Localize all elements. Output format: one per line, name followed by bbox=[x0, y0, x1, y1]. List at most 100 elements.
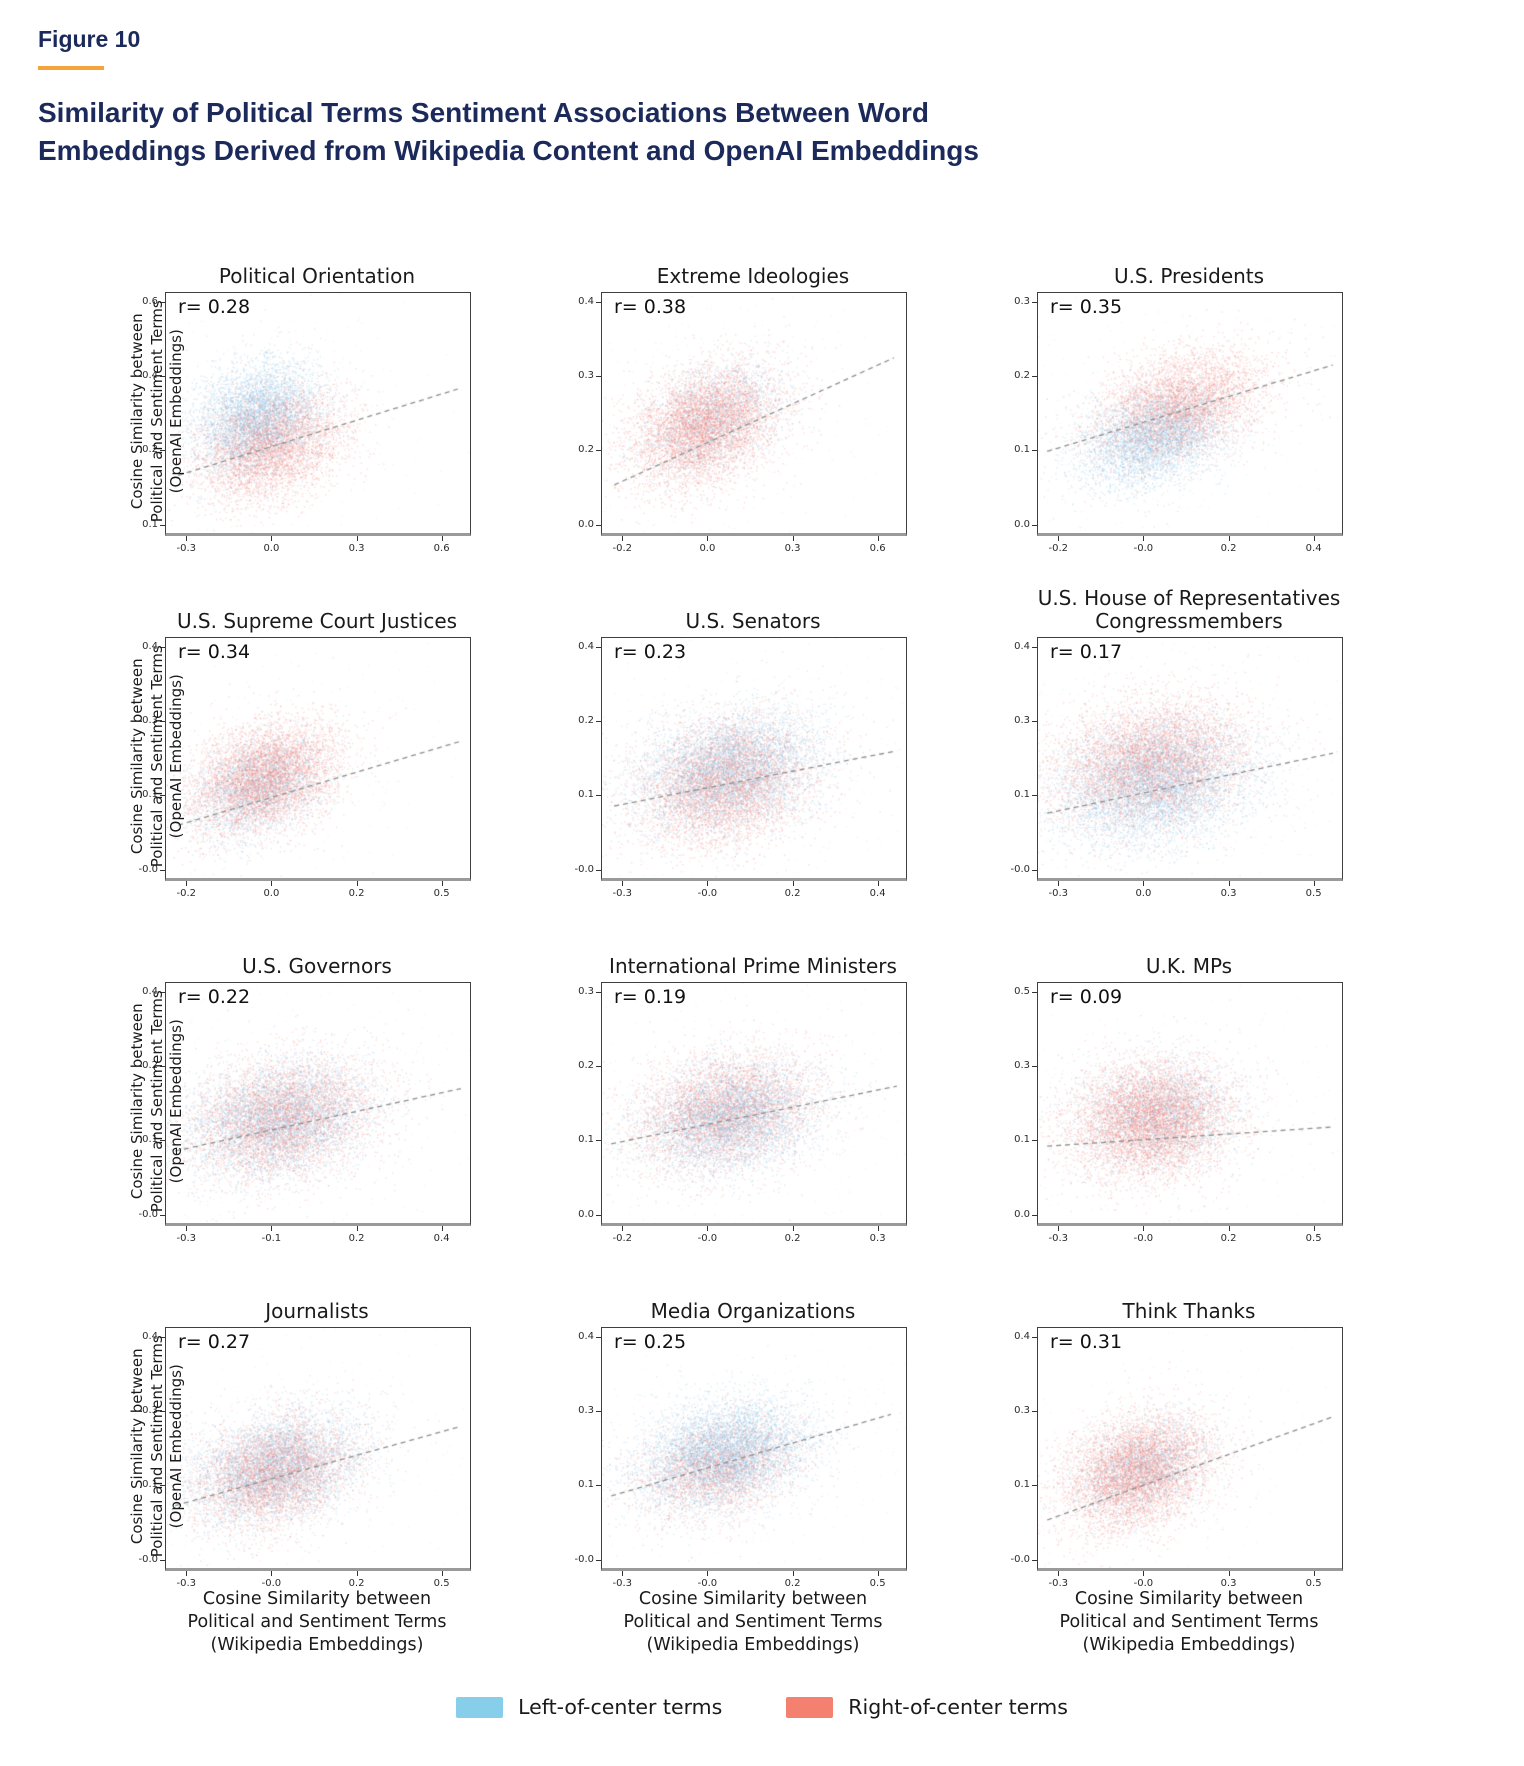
x-tick-mark bbox=[707, 536, 709, 541]
y-tick-label: 0.1 bbox=[578, 789, 594, 801]
y-tick-mark bbox=[160, 795, 165, 797]
plot-area: r= 0.28 bbox=[165, 292, 471, 536]
y-tick-label: 0.1 bbox=[578, 1134, 594, 1146]
y-tick-label: -0.0 bbox=[138, 863, 158, 875]
x-tick-mark bbox=[707, 1571, 709, 1576]
figure-label: Figure 10 bbox=[38, 26, 141, 52]
y-tick-mark bbox=[1032, 795, 1037, 797]
y-tick-label: 0.2 bbox=[142, 444, 158, 456]
x-tick-label: 0.0 bbox=[699, 543, 716, 554]
x-tick-mark bbox=[877, 536, 879, 541]
y-tick-label: 0.3 bbox=[578, 985, 594, 997]
y-tick-label: 0.1 bbox=[1014, 789, 1030, 801]
x-tick-label: 0.4 bbox=[433, 1233, 450, 1244]
legend-swatch-left-of-center bbox=[456, 1696, 504, 1718]
scatter-grid: Political Orientation r= 0.28 0.6 0.4 0.2 0.1… bbox=[115, 240, 1423, 1620]
x-tick-label: 0.3 bbox=[784, 543, 801, 554]
correlation-label: r= 0.38 bbox=[614, 296, 687, 318]
y-tick-label: 0.3 bbox=[578, 1405, 594, 1416]
x-tick-label: 0.5 bbox=[1305, 888, 1322, 899]
x-tick-label: -0.0 bbox=[697, 888, 718, 899]
x-tick-mark bbox=[1313, 1226, 1315, 1231]
x-tick-mark bbox=[877, 1226, 879, 1231]
x-tick-label: -0.0 bbox=[697, 1578, 718, 1589]
y-tick-label: 0.3 bbox=[142, 715, 158, 726]
x-tick-mark bbox=[1228, 536, 1230, 541]
y-tick-label: 0.3 bbox=[1014, 1060, 1030, 1071]
plot-area: r= 0.17 bbox=[1037, 637, 1343, 881]
x-tick-mark bbox=[1143, 536, 1145, 541]
scatter-canvas bbox=[602, 1328, 906, 1568]
y-tick-label: -0.0 bbox=[1010, 1553, 1030, 1565]
y-tick-mark bbox=[160, 301, 165, 303]
subplot-media-organizations: Media Organizations r= 0.25 0.4 0.3 0.1 -0.0 -… bbox=[551, 1275, 987, 1620]
y-tick-label: 0.1 bbox=[142, 1134, 158, 1146]
x-tick-mark bbox=[186, 536, 188, 541]
y-tick-label: 0.2 bbox=[1014, 370, 1030, 381]
x-tick-label: -0.3 bbox=[1048, 888, 1069, 899]
x-tick-mark bbox=[792, 1226, 794, 1231]
x-tick-label: -0.2 bbox=[612, 543, 633, 554]
x-tick-mark bbox=[1313, 536, 1315, 541]
x-tick-label: 0.3 bbox=[348, 543, 365, 554]
subplot-u-s-supreme-court-justices: U.S. Supreme Court Justices r= 0.34 0.4 0.3… bbox=[115, 585, 551, 930]
y-tick-mark bbox=[596, 795, 601, 797]
correlation-label: r= 0.25 bbox=[614, 1331, 687, 1353]
x-tick-label: 0.0 bbox=[1135, 888, 1152, 899]
y-tick-label: 0.4 bbox=[1014, 1330, 1030, 1342]
subplot-extreme-ideologies: Extreme Ideologies r= 0.38 0.4 0.3 0.2 0.0 -0.… bbox=[551, 240, 987, 585]
x-tick-mark bbox=[186, 1571, 188, 1576]
y-tick-mark bbox=[1032, 1485, 1037, 1487]
y-tick-mark bbox=[596, 1140, 601, 1142]
x-tick-mark bbox=[792, 1571, 794, 1576]
x-tick-label: -0.0 bbox=[1133, 1578, 1154, 1589]
x-tick-mark bbox=[356, 1226, 358, 1231]
y-tick-mark bbox=[1032, 1336, 1037, 1338]
x-tick-label: 0.5 bbox=[869, 1578, 886, 1589]
y-tick-label: 0.3 bbox=[1014, 715, 1030, 726]
scatter-canvas bbox=[1038, 293, 1342, 533]
y-tick-mark bbox=[160, 450, 165, 452]
y-tick-mark bbox=[596, 1214, 601, 1216]
y-tick-mark bbox=[160, 1336, 165, 1338]
x-tick-mark bbox=[356, 1571, 358, 1576]
y-tick-label: -0.0 bbox=[138, 1553, 158, 1565]
y-axis-label: Cosine Similarity between Political and … bbox=[127, 645, 185, 868]
x-tick-mark bbox=[622, 536, 624, 541]
x-tick-label: -0.2 bbox=[1048, 543, 1069, 554]
x-tick-mark bbox=[441, 536, 443, 541]
x-tick-mark bbox=[356, 881, 358, 886]
y-tick-mark bbox=[160, 524, 165, 526]
subplot-title: U.S. Senators bbox=[685, 609, 821, 633]
x-tick-label: 0.2 bbox=[348, 888, 365, 899]
x-tick-mark bbox=[792, 881, 794, 886]
correlation-label: r= 0.31 bbox=[1050, 1331, 1123, 1353]
y-tick-label: -0.0 bbox=[574, 1553, 594, 1565]
x-tick-mark bbox=[792, 536, 794, 541]
plot-area: r= 0.34 bbox=[165, 637, 471, 881]
subplot-journalists: Journalists r= 0.27 0.4 0.3 0.1 -0.0 -0.3 -0.0 0… bbox=[115, 1275, 551, 1620]
y-tick-mark bbox=[1032, 1066, 1037, 1067]
y-tick-label: 0.4 bbox=[142, 985, 158, 997]
y-tick-mark bbox=[596, 376, 601, 377]
x-tick-label: -0.3 bbox=[612, 888, 633, 899]
figure-title-line-2: Embeddings Derived from Wikipedia Conten… bbox=[38, 135, 979, 167]
scatter-canvas bbox=[602, 638, 906, 878]
x-tick-mark bbox=[622, 881, 624, 886]
plot-area: r= 0.25 bbox=[601, 1327, 907, 1571]
x-tick-mark bbox=[1228, 1571, 1230, 1576]
x-axis-label: Cosine Similarity between Political and … bbox=[623, 1589, 883, 1655]
x-tick-label: -0.0 bbox=[1133, 543, 1154, 554]
y-tick-label: 0.4 bbox=[1014, 640, 1030, 652]
plot-area: r= 0.22 bbox=[165, 982, 471, 1226]
subplot-u-s-presidents: U.S. Presidents r= 0.35 0.3 0.2 0.1 0.0 -0.2 -0… bbox=[987, 240, 1423, 585]
y-tick-mark bbox=[596, 869, 601, 871]
x-tick-mark bbox=[707, 881, 709, 886]
subplot-u-s-senators: U.S. Senators r= 0.23 0.4 0.2 0.1 -0.0 -0.3 -0.… bbox=[551, 585, 987, 930]
subplot-u-s-house-of-representatives: U.S. House of Representatives Congressme… bbox=[987, 585, 1423, 930]
y-tick-mark bbox=[1032, 376, 1037, 377]
y-tick-mark bbox=[596, 991, 601, 993]
x-tick-label: -0.3 bbox=[176, 1233, 197, 1244]
y-tick-mark bbox=[1032, 721, 1037, 722]
subplot-title: Think Thanks bbox=[1122, 1299, 1256, 1323]
